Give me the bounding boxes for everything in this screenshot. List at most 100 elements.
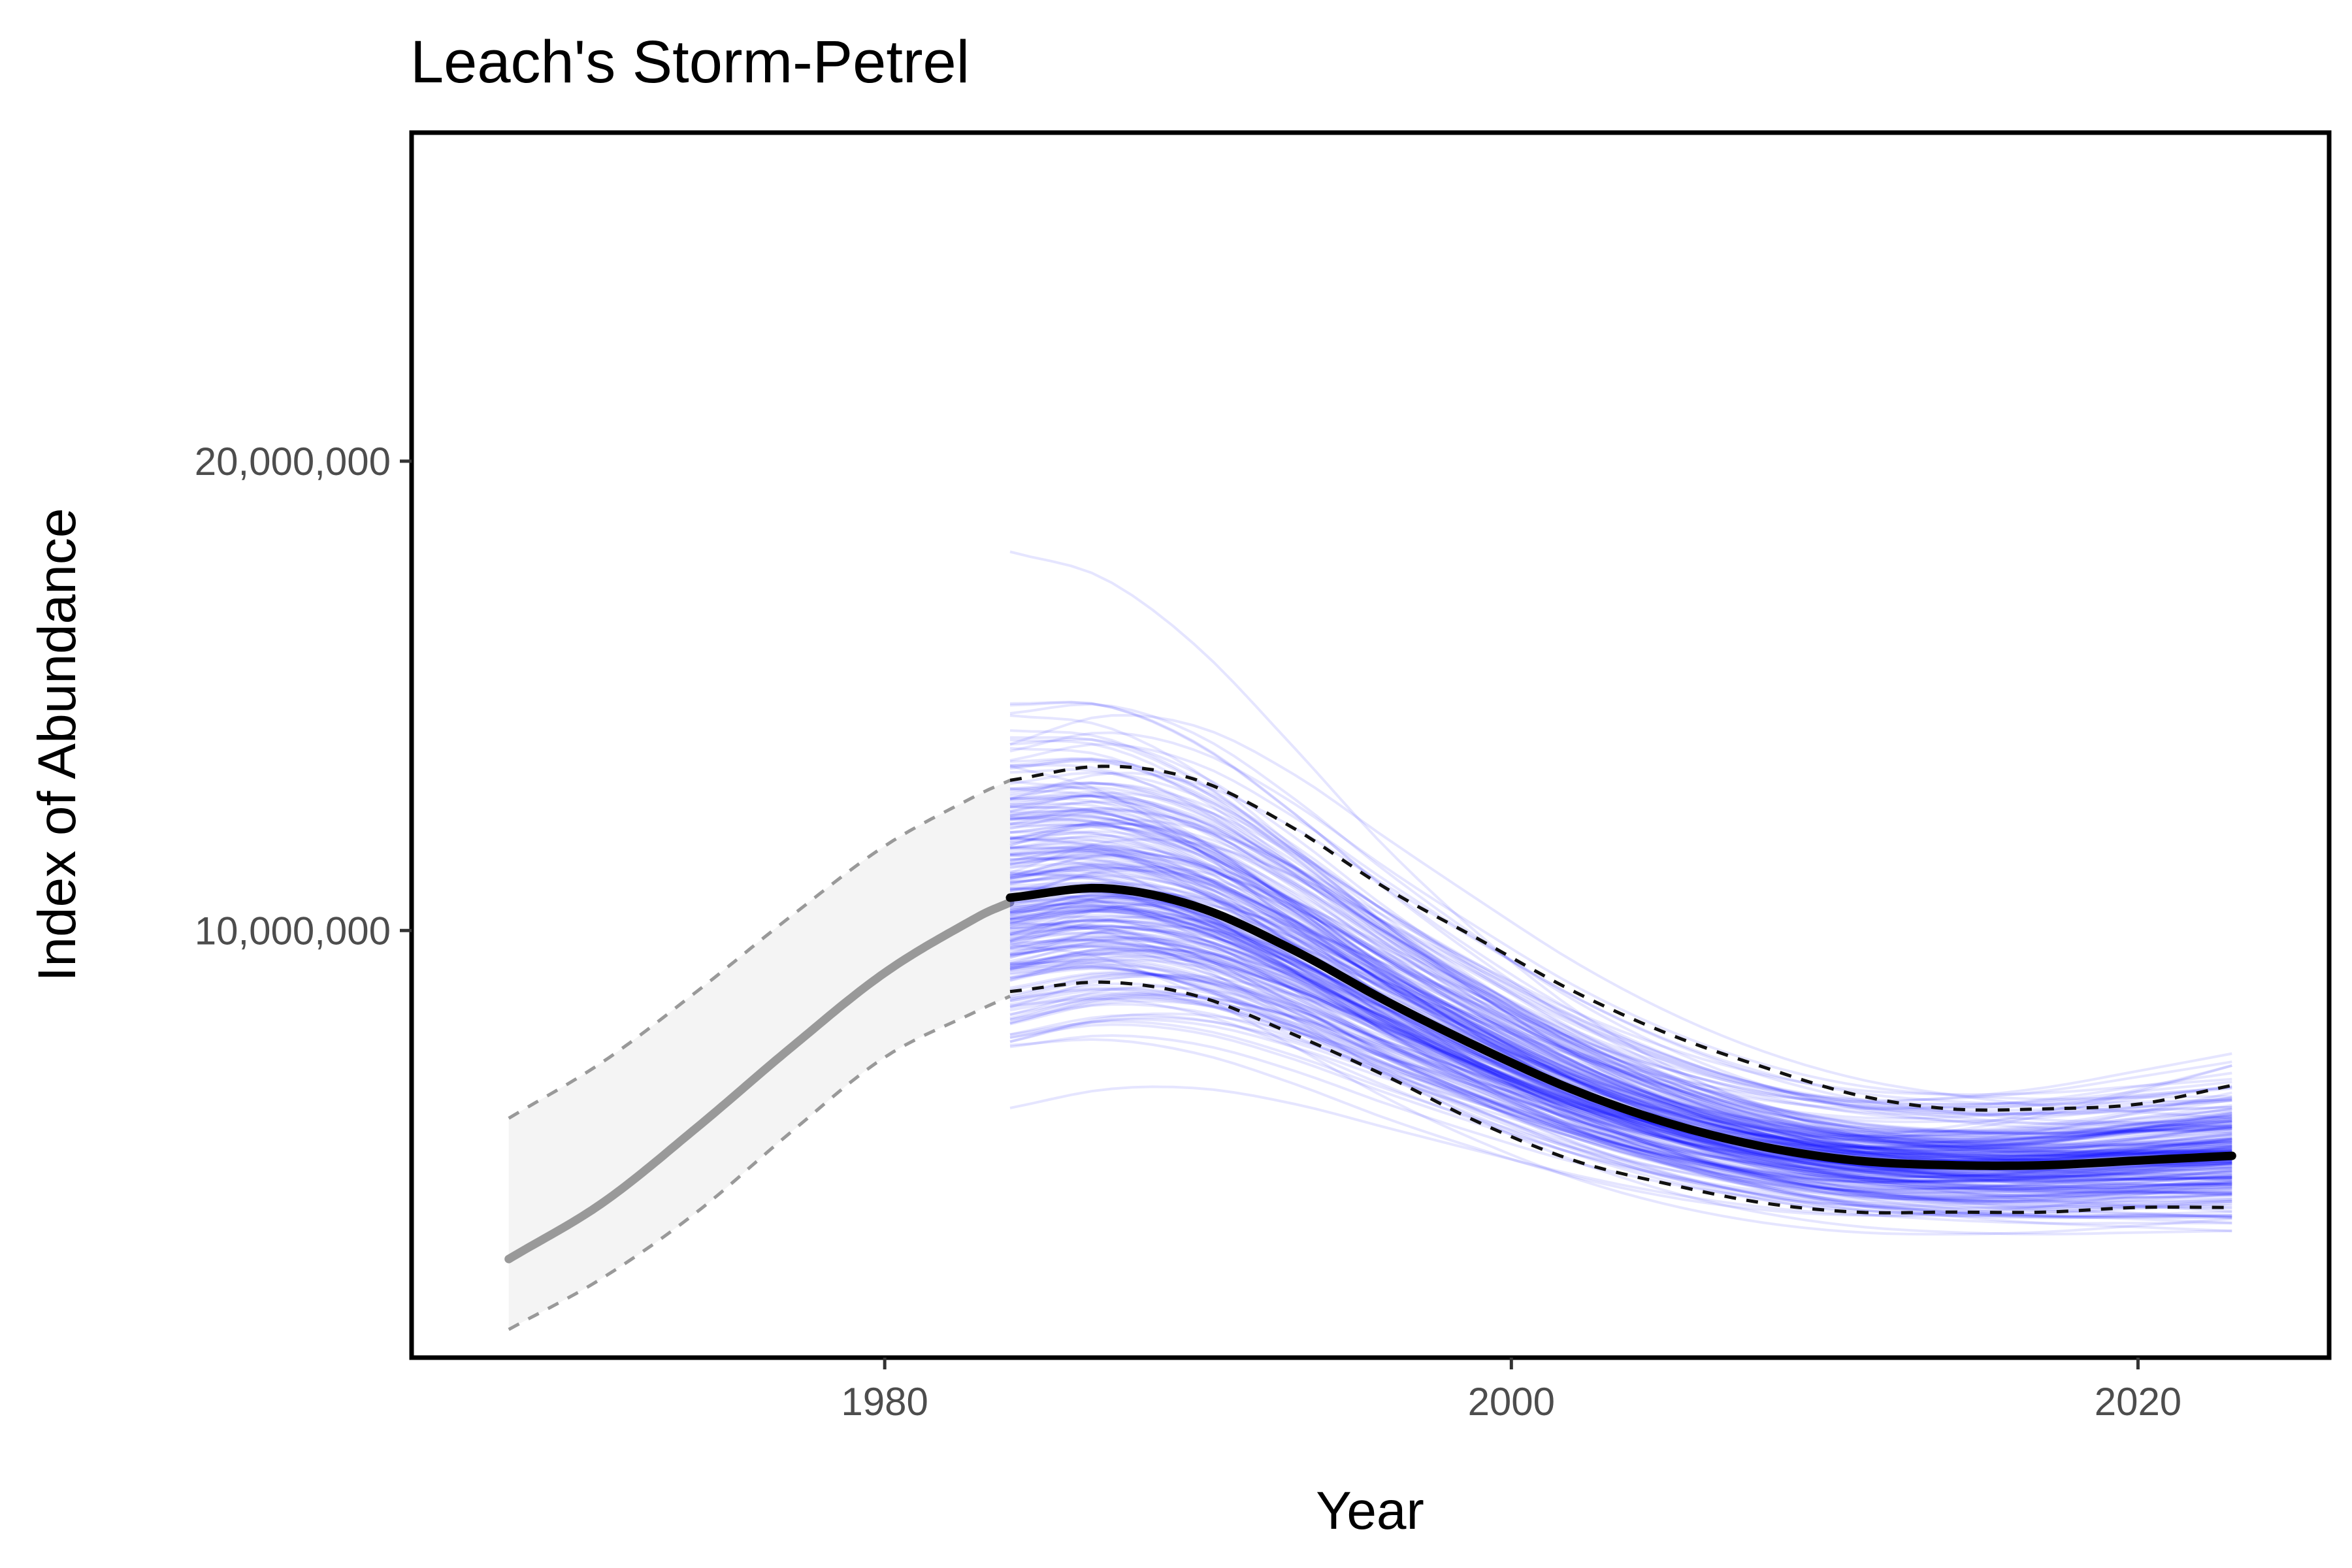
posterior-draw-line	[1009, 856, 2232, 1190]
index-line	[1005, 883, 2236, 1170]
posterior-draw-line	[1009, 700, 2232, 1109]
posterior-draw-line	[1009, 921, 2232, 1236]
posterior-draw-line	[1009, 975, 2232, 1178]
posterior-draw-line	[1009, 865, 2232, 1125]
posterior-draw-line	[1009, 900, 2232, 1183]
early-band-area	[508, 780, 1010, 1330]
posterior-draw-line	[1009, 907, 2232, 1144]
posterior-draw-line	[1009, 865, 2232, 1160]
posterior-draw-line	[1009, 914, 2232, 1188]
posterior-draw-line	[1009, 872, 2232, 1218]
posterior-draw-line	[1009, 988, 2232, 1200]
posterior-draw-line	[1009, 713, 2232, 1120]
posterior-draw-line	[1009, 993, 2232, 1150]
posterior-draw-line	[1009, 1020, 2232, 1192]
posterior-draw-line	[1009, 953, 2232, 1196]
posterior-draw-line	[1009, 794, 2232, 1135]
posterior-draw-line	[1009, 772, 2232, 1128]
posterior-draw-line	[1009, 866, 2232, 1120]
posterior-draw-line	[1009, 965, 2232, 1191]
posterior-draw-line	[1009, 960, 2232, 1215]
chart-title: Leach's Storm-Petrel	[410, 29, 970, 95]
posterior-draw-line	[1009, 850, 2232, 1150]
early-band-lower-line	[508, 994, 1011, 1331]
posterior-draw-line	[1009, 847, 2232, 1157]
posterior-draw-line	[1009, 902, 2232, 1188]
posterior-draw-line	[1009, 782, 2232, 1117]
posterior-draw-line	[1009, 781, 2232, 1161]
posterior-draw-line	[1009, 825, 2232, 1147]
y-axis-ticks: 10,000,000 20,000,000	[195, 440, 412, 953]
posterior-draw-line	[1009, 809, 2232, 1153]
posterior-draw-line	[1009, 887, 2232, 1183]
early-confidence-band	[504, 779, 1015, 1331]
posterior-draw-line	[1009, 819, 2232, 1181]
posterior-draw-line	[1009, 814, 2232, 1180]
posterior-draw-line	[1009, 729, 2232, 1154]
posterior-draw-line	[1009, 791, 2232, 1115]
posterior-draw-line	[1009, 944, 2232, 1183]
posterior-draw-line	[1009, 898, 2232, 1201]
posterior-draw-line	[1009, 800, 2232, 1106]
posterior-draw-line	[1009, 973, 2232, 1141]
posterior-draw-line	[1009, 1023, 2232, 1201]
posterior-draw-line	[1009, 924, 2232, 1188]
posterior-draw-line	[1009, 937, 2232, 1152]
posterior-draw-line	[1009, 862, 2232, 1158]
posterior-draw-line	[1009, 958, 2232, 1200]
posterior-draw-line	[1009, 868, 2232, 1149]
posterior-draw-line	[1009, 743, 2232, 1106]
posterior-draw-line	[1009, 1000, 2232, 1164]
posterior-draw-line	[1009, 838, 2232, 1129]
posterior-draw-line	[1009, 926, 2232, 1162]
posterior-draw-line	[1009, 872, 2232, 1194]
posterior-draw-line	[1009, 731, 2232, 1101]
posterior-draw-line	[1009, 942, 2232, 1149]
posterior-draw-line	[1009, 854, 2232, 1154]
x-axis-title: Year	[1316, 1481, 1424, 1541]
posterior-draw-line	[1009, 900, 2232, 1179]
posterior-draw-line	[1009, 919, 2232, 1179]
posterior-draw-line	[1009, 890, 2232, 1177]
x-axis-ticks: 1980 2000 2020	[841, 1358, 2181, 1424]
early-index-line	[504, 898, 1015, 1264]
x-tick-label: 1980	[841, 1380, 928, 1424]
posterior-draw-line	[1009, 931, 2232, 1198]
posterior-draw-line	[1009, 938, 2232, 1179]
posterior-draw-line	[1009, 919, 2232, 1233]
posterior-draw-line	[1009, 958, 2232, 1194]
posterior-draw-line	[1009, 781, 2232, 1146]
posterior-draw-line	[1009, 994, 2232, 1149]
posterior-draw-line	[1009, 945, 2232, 1198]
y-tick-label: 20,000,000	[195, 440, 391, 483]
posterior-draw-line	[1009, 845, 2232, 1152]
posterior-draw-line	[1009, 886, 2232, 1199]
posterior-draw-line	[1009, 958, 2232, 1194]
posterior-draw-line	[1009, 849, 2232, 1155]
posterior-draw-line	[1009, 949, 2232, 1156]
plot-border	[409, 130, 2332, 1360]
posterior-draw-line	[1009, 807, 2232, 1160]
posterior-draw-line	[1009, 881, 2232, 1156]
posterior-draw-line	[1009, 794, 2232, 1157]
posterior-draw-line	[1009, 994, 2232, 1191]
posterior-draw-line	[1009, 781, 2232, 1156]
posterior-draw-line	[1009, 852, 2232, 1134]
posterior-draw-line	[1009, 991, 2232, 1173]
posterior-draw-line	[1009, 550, 2232, 1170]
posterior-draw-line	[1009, 794, 2232, 1150]
posterior-draw-line	[1009, 1037, 2232, 1217]
posterior-draw-line	[1009, 925, 2232, 1220]
posterior-draw-line	[1009, 915, 2232, 1139]
posterior-draw-line	[1009, 855, 2232, 1161]
posterior-draw-line	[1009, 848, 2232, 1133]
posterior-draw-line	[1009, 866, 2232, 1188]
posterior-draw-line	[1009, 768, 2232, 1149]
posterior-draw-line	[1009, 915, 2232, 1203]
x-axis: 1980 2000 2020 Year	[841, 1358, 2181, 1541]
early-band-upper-line	[508, 779, 1011, 1120]
posterior-draw-line	[1009, 889, 2232, 1124]
posterior-draw-line	[1009, 941, 2232, 1160]
posterior-draw-line	[1009, 822, 2232, 1181]
posterior-draw-line	[1009, 807, 2232, 1102]
